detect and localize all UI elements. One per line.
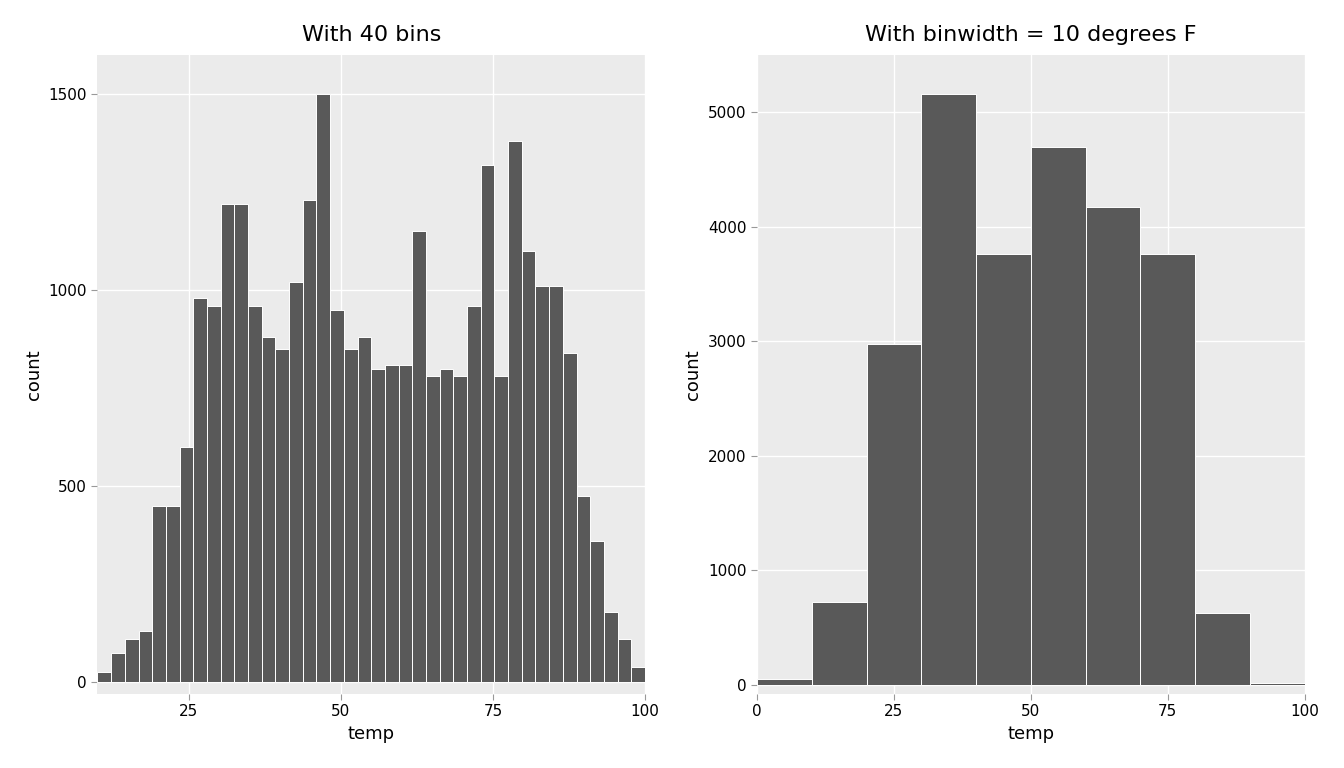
Bar bbox=[495, 376, 508, 682]
Bar bbox=[249, 306, 262, 682]
Bar bbox=[138, 631, 152, 682]
Bar bbox=[618, 639, 632, 682]
Bar bbox=[358, 337, 371, 682]
Bar bbox=[413, 231, 426, 682]
Bar bbox=[481, 164, 495, 682]
Bar bbox=[757, 679, 812, 685]
Bar bbox=[976, 254, 1031, 685]
X-axis label: temp: temp bbox=[348, 725, 395, 743]
Bar bbox=[125, 639, 138, 682]
Bar bbox=[98, 673, 112, 682]
Bar bbox=[152, 506, 165, 682]
Bar bbox=[439, 369, 453, 682]
Bar bbox=[234, 204, 249, 682]
Bar bbox=[220, 204, 234, 682]
Title: With binwidth = 10 degrees F: With binwidth = 10 degrees F bbox=[866, 25, 1196, 45]
Bar bbox=[921, 94, 976, 685]
Bar bbox=[508, 141, 521, 682]
Bar bbox=[371, 369, 384, 682]
Bar bbox=[276, 349, 289, 682]
Bar bbox=[812, 602, 867, 685]
Bar bbox=[468, 306, 481, 682]
Bar bbox=[112, 653, 125, 682]
Bar bbox=[180, 447, 194, 682]
Bar bbox=[521, 251, 535, 682]
Bar bbox=[563, 353, 577, 682]
Bar bbox=[316, 94, 331, 682]
Bar bbox=[632, 667, 645, 682]
Bar bbox=[262, 337, 276, 682]
Bar bbox=[331, 310, 344, 682]
Bar bbox=[302, 200, 316, 682]
Bar bbox=[1140, 254, 1195, 685]
Title: With 40 bins: With 40 bins bbox=[301, 25, 441, 45]
Bar bbox=[194, 298, 207, 682]
Bar bbox=[1250, 683, 1305, 685]
Bar bbox=[550, 286, 563, 682]
Bar bbox=[1031, 147, 1086, 685]
Bar bbox=[344, 349, 358, 682]
Bar bbox=[399, 365, 413, 682]
Bar bbox=[207, 306, 220, 682]
Bar bbox=[590, 541, 603, 682]
Bar bbox=[1195, 613, 1250, 685]
Bar bbox=[577, 496, 590, 682]
Bar bbox=[426, 376, 439, 682]
Y-axis label: count: count bbox=[26, 349, 43, 400]
Bar bbox=[289, 283, 302, 682]
Bar bbox=[1086, 207, 1140, 685]
X-axis label: temp: temp bbox=[1007, 725, 1054, 743]
Y-axis label: count: count bbox=[684, 349, 703, 400]
Bar bbox=[603, 611, 618, 682]
Bar bbox=[453, 376, 468, 682]
Bar bbox=[867, 343, 921, 685]
Bar bbox=[384, 365, 399, 682]
Bar bbox=[165, 506, 180, 682]
Bar bbox=[535, 286, 550, 682]
